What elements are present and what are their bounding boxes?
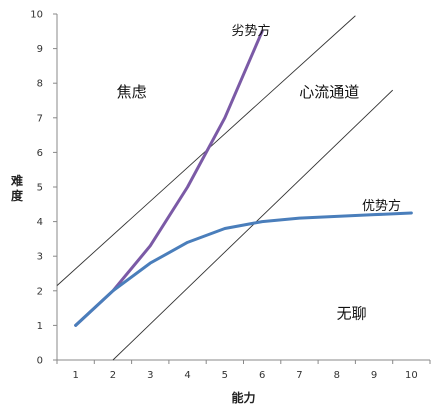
y-tick-label: 7 [37, 113, 43, 124]
series-name-label: 劣势方 [231, 23, 270, 39]
x-tick-label: 6 [259, 370, 265, 381]
y-tick-label: 1 [37, 321, 43, 332]
y-axis-label-char: 度 [11, 188, 24, 203]
x-tick-label: 2 [110, 370, 116, 381]
x-tick-label: 3 [147, 370, 153, 381]
region-label: 心流通道 [299, 83, 359, 101]
y-axis-label-group: 难度 [10, 173, 24, 203]
x-tick-label: 1 [72, 370, 78, 381]
axes [56, 14, 430, 361]
y-tick-label: 3 [37, 252, 43, 263]
tick-labels: 0 1 2 3 4 5 6 7 8 9 10 1 2 3 4 5 6 7 8 9 10 [30, 10, 431, 381]
lower-boundary-line [112, 89, 394, 361]
series-name-label: 优势方 [362, 198, 401, 214]
y-axis-label-char: 难 [10, 173, 23, 188]
y-tick-label: 9 [37, 44, 43, 55]
x-tick-label: 7 [296, 370, 302, 381]
x-tick-label: 5 [222, 370, 228, 381]
series-line-0 [74, 29, 264, 327]
region-label: 焦虑 [117, 83, 147, 101]
y-tick-label: 10 [30, 10, 43, 21]
region-label: 无聊 [337, 304, 367, 322]
x-tick-label: 8 [334, 370, 340, 381]
y-tick-label: 4 [37, 217, 43, 228]
y-tick-label: 5 [37, 183, 43, 194]
x-tick-label: 9 [371, 370, 377, 381]
y-tick-label: 0 [37, 356, 43, 367]
y-tick-label: 6 [37, 148, 43, 159]
y-tick-label: 8 [37, 79, 43, 90]
x-tick-label: 10 [405, 370, 418, 381]
x-axis-label: 能力 [231, 390, 255, 405]
y-tick-label: 2 [37, 286, 43, 297]
series-line-1 [74, 211, 413, 327]
x-tick-label: 4 [184, 370, 190, 381]
